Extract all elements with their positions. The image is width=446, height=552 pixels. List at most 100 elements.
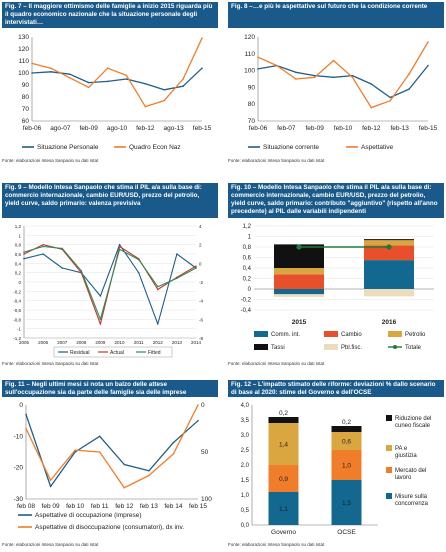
data-point (99, 323, 102, 325)
data-point (25, 427, 27, 430)
x-tick-label: feb 12 (115, 503, 133, 510)
y-tick-label: 0,2 (15, 271, 22, 276)
y2-tick-label: -6 (199, 317, 203, 322)
totale-point (296, 244, 302, 250)
y-tick-label: 90 (248, 84, 256, 91)
data-point (156, 285, 159, 288)
y-tick-label: 110 (19, 58, 30, 65)
data-point (98, 435, 101, 438)
legend-box (53, 346, 173, 358)
series-line-0 (23, 244, 197, 325)
x-tick-label: feb 15 (189, 503, 207, 510)
x-tick-label: 2005 (19, 340, 30, 345)
y2-tick-label: 100 (201, 496, 212, 503)
bar-governo-s2 (268, 423, 299, 465)
data-point (370, 83, 373, 85)
y-tick-label: -0,2 (241, 298, 252, 304)
legend-label-imprese: Aspettative di occupazione (imprese) (35, 512, 142, 519)
y-tick-label: 0,2 (243, 277, 252, 283)
bar-2015-s0 (274, 289, 324, 295)
data-point (118, 243, 121, 246)
y-tick-label: 2,5 (241, 448, 250, 454)
x-tick-label: feb-15 (419, 125, 438, 132)
y-tick-label: 1,2 (243, 224, 252, 230)
fig7-source: Fonte: elaborazioni Intesa Sanpaolo su d… (2, 158, 99, 163)
y-tick-label: -30 (14, 496, 24, 503)
legend-label-0: Riduzione del (395, 416, 431, 422)
data-point (125, 78, 128, 80)
bar-2016-s0 (364, 260, 414, 289)
fig11-source: Fonte: elaborazioni Intesa Sanpaolo su d… (2, 542, 99, 547)
bar-label: 1,4 (279, 442, 288, 449)
legend-swatch-0 (386, 415, 392, 421)
data-point (351, 76, 354, 79)
x-tick-label: 2011 (134, 340, 144, 345)
y-tick-label: 1,5 (241, 478, 250, 484)
data-point (118, 245, 121, 248)
y-tick-label: 2,0 (241, 463, 250, 469)
x-tick-label: feb-09 (79, 125, 98, 132)
legend-label-corrente: Situazione corrente (263, 144, 319, 151)
data-point (31, 62, 33, 65)
y-tick-label: 0 (19, 402, 23, 409)
data-point (195, 267, 197, 269)
data-point (408, 88, 410, 90)
y-tick-label: -1,2 (13, 336, 21, 341)
bar-governo-s1 (268, 465, 299, 492)
x-tick-label: feb-10 (334, 125, 353, 132)
data-point (23, 253, 25, 255)
bar-2016-s2 (364, 240, 414, 246)
fig8-panel: Fig. 8 –…e più le aspettative sul futuro… (228, 2, 444, 163)
data-point (125, 74, 128, 77)
data-point (106, 67, 109, 69)
bar-label: 0,9 (279, 476, 288, 483)
data-point (197, 404, 199, 406)
y-tick-label: -0,2 (13, 289, 21, 294)
data-point (123, 463, 126, 466)
fig11-chart: -30 -20 -10 0 0 50 100 feb 08 feb 09 feb 10 feb 11… (14, 402, 213, 531)
legend-label-2: Mercato del (395, 468, 426, 474)
y2-tick-label: -8 (199, 336, 203, 341)
x-tick-label: feb 11 (91, 503, 109, 510)
y-tick-label: -0,6 (13, 308, 21, 313)
y-tick-label: -0,4 (13, 299, 21, 304)
fig10-panel: Fig. 10 – Modello Intesa Sanpaolo che st… (228, 183, 444, 366)
y2-tick-label: -2 (199, 280, 203, 285)
bar-label: 1,1 (279, 506, 288, 513)
fig9-panel: Fig. 9 – Modello Intesa Sanpaolo che sti… (2, 183, 218, 366)
y-tick-label: 0,4 (243, 266, 252, 272)
fig7-panel: Fig. 7 – Il maggiore ottimismo delle fam… (2, 2, 218, 163)
data-point (156, 288, 159, 291)
y-tick-label: 70 (22, 106, 30, 113)
x-tick-label: feb 10 (66, 503, 84, 510)
data-point (201, 67, 203, 69)
y-tick-label: 0,4 (15, 261, 22, 266)
x-tick-label: ago-10 (107, 125, 128, 132)
y2-tick-label: 0 (199, 261, 202, 266)
data-point (61, 247, 64, 250)
data-point (99, 295, 102, 297)
fig8-chart: 70 80 90 100 110 120 feb-06 feb-07 feb-09 feb-10 f… (244, 34, 438, 151)
x-tick-label: feb 09 (42, 503, 60, 510)
data-point (313, 76, 316, 79)
series-line-1 (25, 404, 199, 489)
data-point (163, 89, 166, 91)
y-tick-label: 0,6 (15, 252, 22, 257)
bar-label: 0,2 (342, 419, 351, 426)
data-point (408, 73, 410, 75)
y-tick-label: -10 (14, 433, 24, 440)
data-point (61, 267, 64, 269)
data-point (148, 474, 150, 477)
bar-2015-s4 (274, 294, 324, 297)
data-point (332, 59, 335, 62)
bar-governo-s3 (268, 417, 299, 423)
bar-ocse-s0 (331, 480, 362, 525)
y-tick-label: 1 (18, 233, 21, 238)
data-point (197, 419, 199, 422)
data-point (137, 271, 140, 274)
y-tick-label: -20 (14, 465, 24, 472)
data-point (172, 453, 175, 455)
data-point (49, 479, 52, 481)
y2-tick-label: 0 (201, 402, 205, 409)
fig11-title: Fig. 11 – Negli ultimi mesi si nota un b… (2, 380, 218, 397)
